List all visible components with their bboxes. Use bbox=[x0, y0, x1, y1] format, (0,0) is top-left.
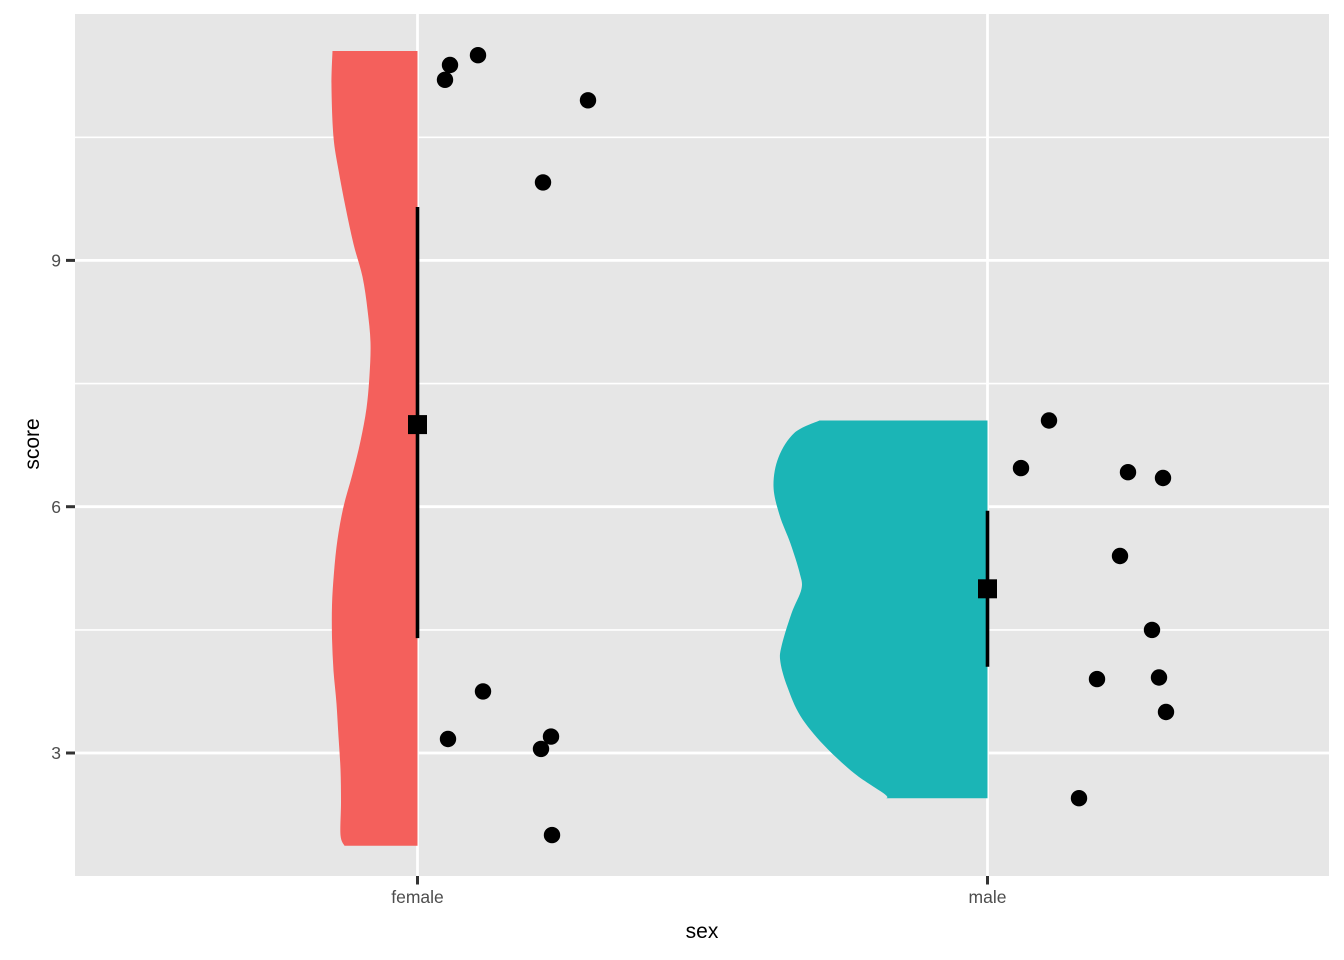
data-point-female bbox=[474, 683, 492, 700]
data-point-male bbox=[1012, 459, 1030, 477]
x-tick-label: male bbox=[969, 887, 1007, 907]
data-point-female bbox=[543, 826, 561, 844]
y-tick-label: 9 bbox=[51, 251, 61, 271]
data-point-female bbox=[441, 56, 459, 74]
violin-male bbox=[773, 420, 988, 799]
x-axis-title: sex bbox=[686, 920, 719, 943]
data-point-female bbox=[532, 740, 550, 758]
data-point-female bbox=[436, 71, 454, 89]
data-point-male bbox=[1111, 547, 1129, 565]
y-tick-label: 3 bbox=[51, 743, 61, 763]
y-axis-title: score bbox=[21, 418, 44, 469]
data-point-male bbox=[1157, 703, 1175, 721]
mean-square-male bbox=[978, 579, 997, 599]
y-tick-label: 6 bbox=[51, 497, 61, 517]
x-tick-label: female bbox=[391, 887, 444, 907]
violin-female bbox=[331, 51, 418, 846]
mean-square-female bbox=[408, 415, 427, 435]
data-point-female bbox=[469, 47, 487, 64]
data-point-female bbox=[579, 92, 597, 109]
data-point-male bbox=[1150, 669, 1168, 686]
data-point-male bbox=[1088, 670, 1106, 688]
data-point-male bbox=[1040, 412, 1058, 429]
data-point-male bbox=[1119, 464, 1137, 481]
plot-panel bbox=[75, 14, 1329, 876]
data-point-female bbox=[542, 728, 560, 745]
data-point-male bbox=[1154, 469, 1172, 487]
data-point-male bbox=[1070, 790, 1088, 807]
data-point-male bbox=[1143, 621, 1161, 639]
data-point-female bbox=[534, 174, 552, 191]
data-point-female bbox=[439, 730, 457, 748]
